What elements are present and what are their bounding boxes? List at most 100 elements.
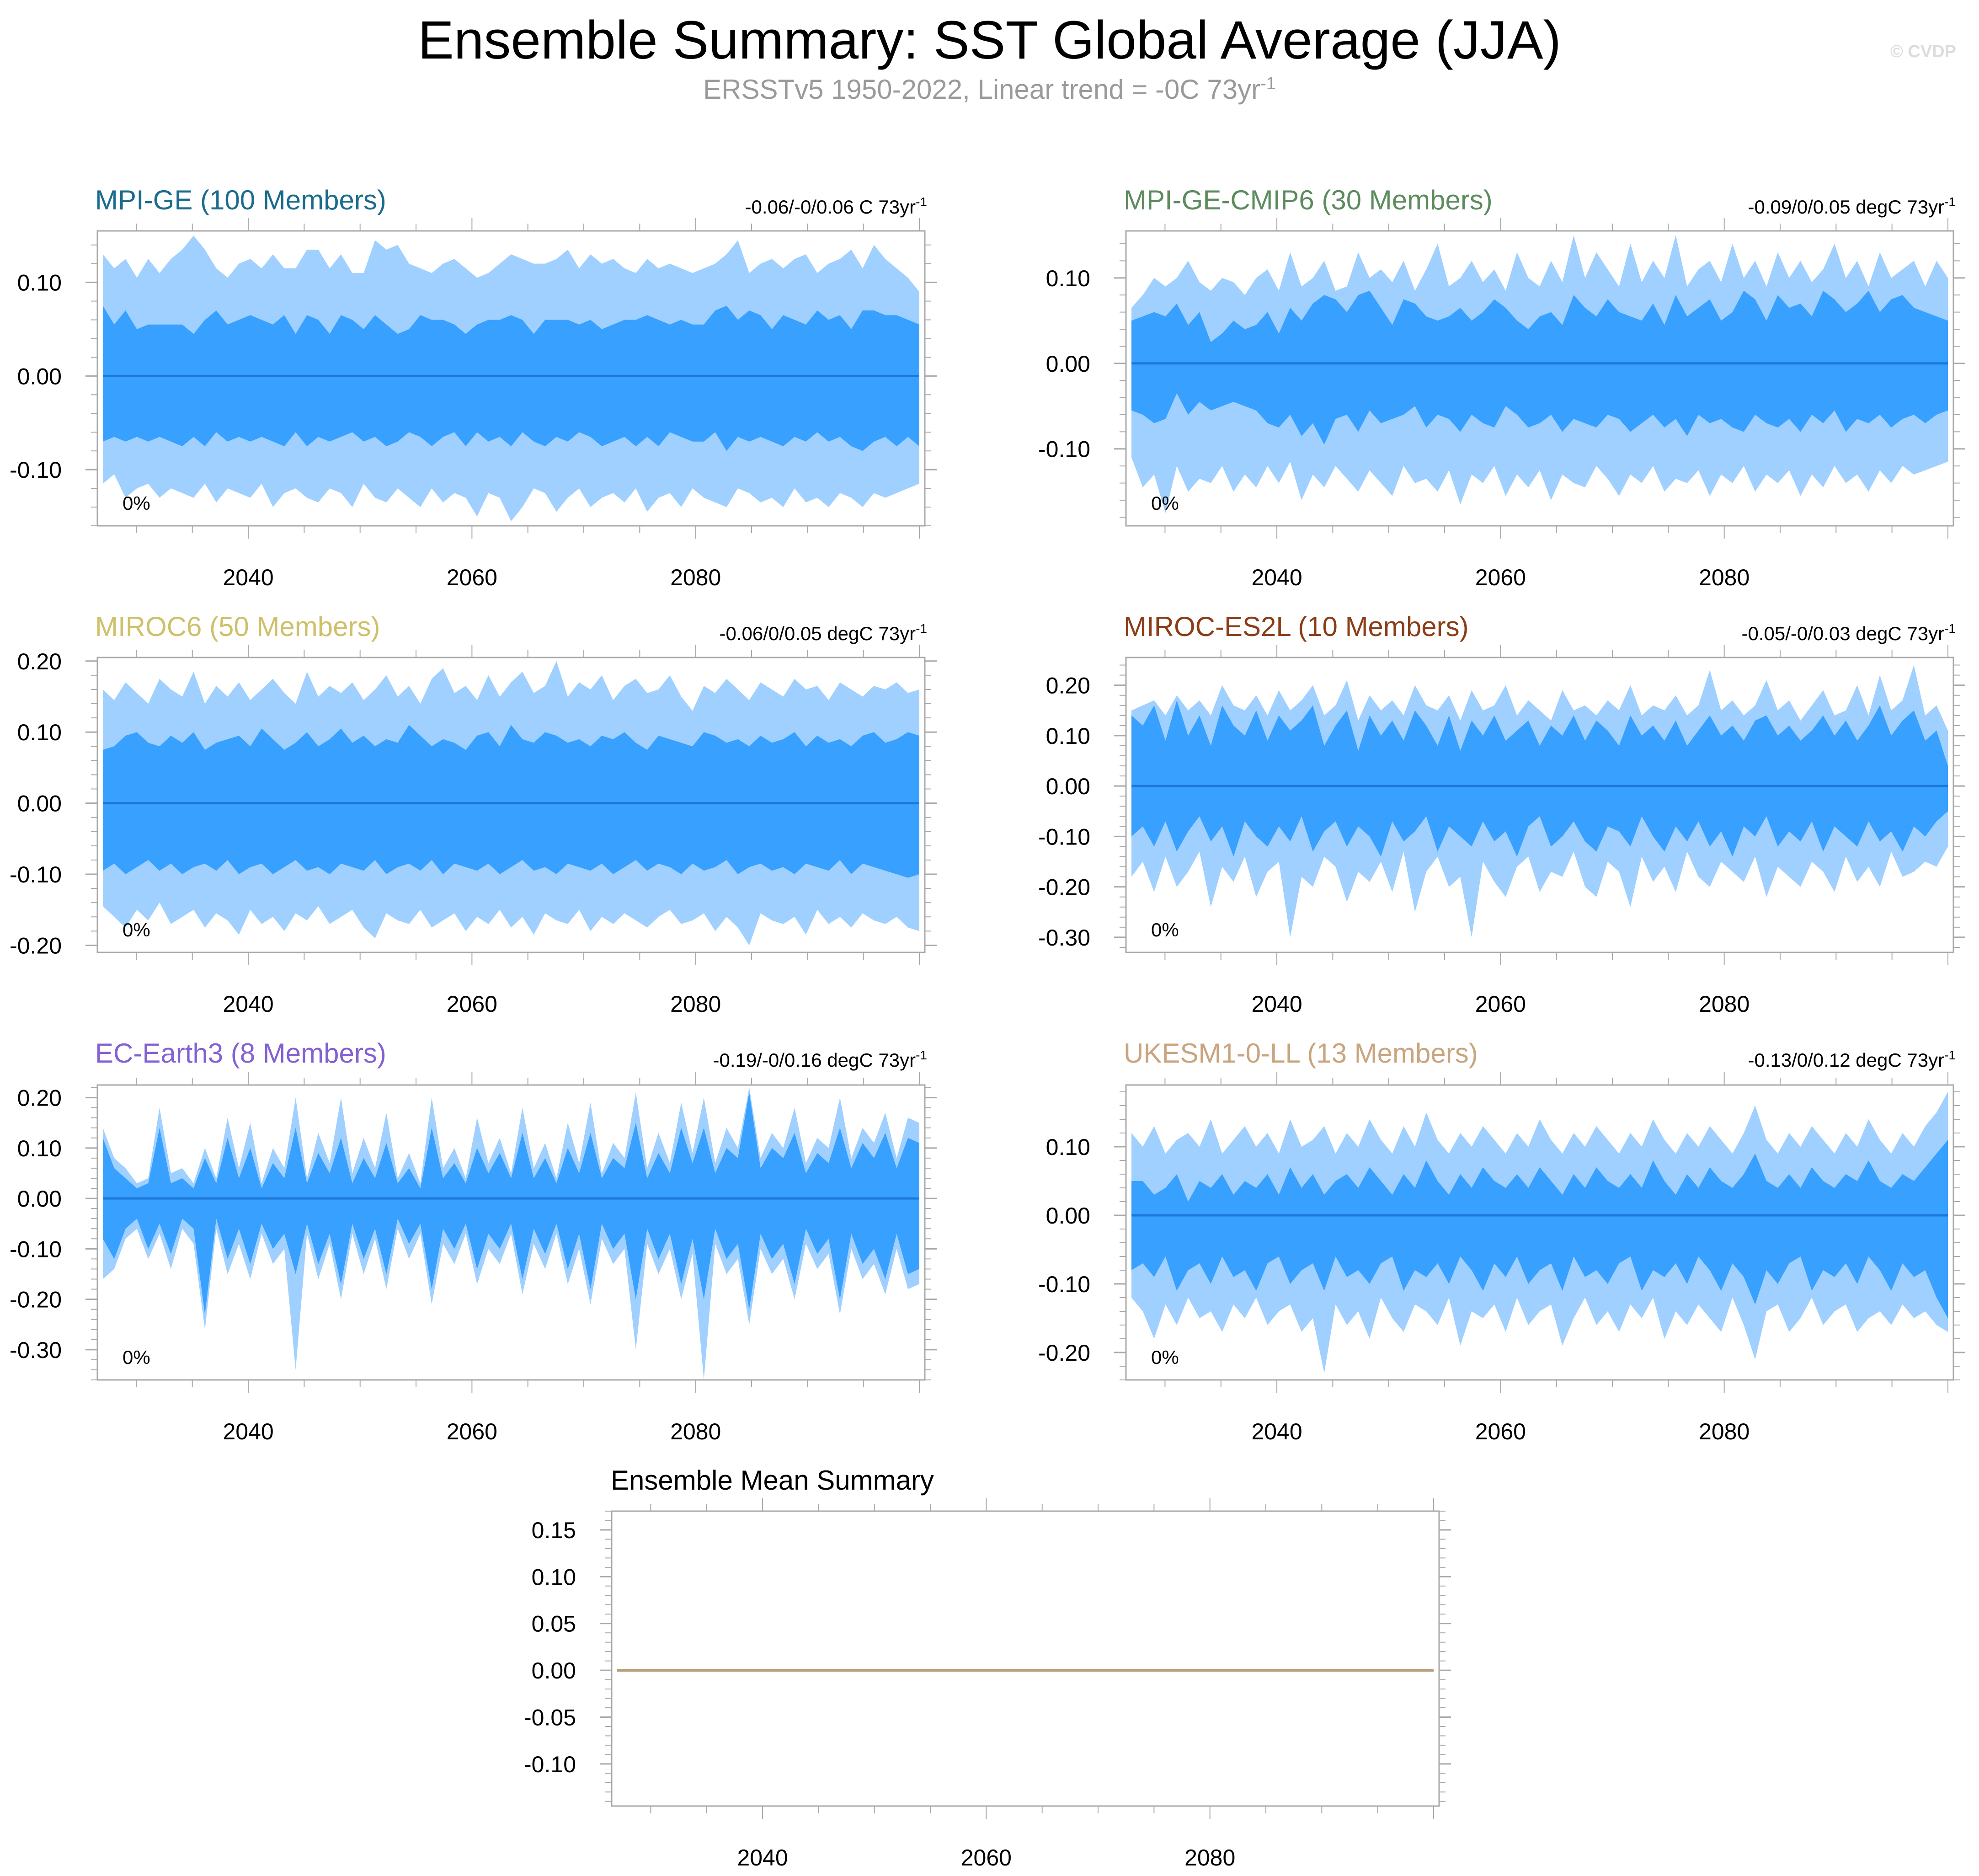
plot-frame (96, 1084, 926, 1381)
y-tick-label: 0.10 (1046, 723, 1090, 749)
page-title: Ensemble Summary: SST Global Average (JJ… (418, 10, 1561, 70)
x-tick-label: 2080 (1699, 565, 1750, 590)
y-tick-label: 0.10 (1046, 1134, 1090, 1160)
x-tick-label: 2080 (670, 1419, 721, 1444)
plot-frame (1125, 657, 1954, 953)
y-tick-label: -0.10 (1038, 824, 1090, 850)
panel-trend-stat: -0.13/0/0.12 degC 73yr-1 (1748, 1048, 1956, 1071)
x-tick-label: 2060 (447, 565, 497, 590)
y-tick-label: 0.15 (532, 1518, 576, 1543)
outer-spread-band (103, 1087, 919, 1380)
y-tick-label: -0.20 (10, 933, 62, 958)
panel-title: EC-Earth3 (8 Members) (95, 1038, 386, 1069)
y-tick-label: 0.10 (1046, 266, 1090, 291)
inner-spread-band (1131, 700, 1948, 857)
x-tick-label: 2040 (223, 565, 273, 590)
panel-title: MPI-GE-CMIP6 (30 Members) (1124, 185, 1493, 215)
x-tick-label: 2040 (1251, 565, 1302, 590)
panel-trend-stat: -0.09/0/0.05 degC 73yr-1 (1748, 195, 1956, 218)
trend-stat-text: -0.06/0/0.05 degC 73yr (719, 623, 916, 644)
y-tick-label: 0.00 (532, 1658, 576, 1684)
plot-frame (1125, 230, 1954, 527)
y-tick-label: -0.10 (10, 862, 62, 887)
panel-5: EC-Earth3 (8 Members) -0.19/-0/0.16 degC … (10, 1038, 937, 1444)
y-tick-label: 0.00 (17, 1186, 62, 1212)
trend-stat-text: -0.09/0/0.05 degC 73yr (1748, 196, 1944, 218)
inner-spread-band (1131, 290, 1948, 445)
x-tick-label: 2040 (223, 1419, 273, 1444)
y-tick-label: 0.20 (17, 1085, 62, 1111)
trend-stat-superscript: -1 (1944, 195, 1956, 209)
subtitle-text: ERSSTv5 1950-2022, Linear trend = -0C 73… (703, 74, 1261, 105)
x-tick-label: 2060 (447, 1419, 497, 1444)
plot-frame (96, 230, 926, 527)
x-tick-label: 2080 (670, 565, 721, 590)
percent-label: 0% (123, 1347, 150, 1368)
panel-trend-stat: -0.06/0/0.05 degC 73yr-1 (719, 621, 927, 644)
y-tick-label: -0.30 (1038, 925, 1090, 951)
y-tick-label: 0.00 (1046, 351, 1090, 377)
subtitle-superscript: -1 (1260, 74, 1276, 93)
y-tick-label: 0.10 (532, 1564, 576, 1590)
panel-3: MIROC6 (50 Members) -0.06/0/0.05 degC 73y… (10, 611, 937, 1017)
percent-label: 0% (1151, 492, 1179, 514)
y-tick-label: 0.00 (1046, 774, 1090, 799)
trend-stat-superscript: -1 (1944, 1048, 1956, 1062)
y-tick-label: -0.20 (1038, 1340, 1090, 1366)
y-tick-label: 0.05 (532, 1611, 576, 1637)
plot-frame (611, 1510, 1440, 1807)
x-tick-label: 2080 (1184, 1845, 1235, 1871)
percent-label: 0% (1151, 919, 1179, 941)
y-tick-label: -0.10 (524, 1752, 576, 1777)
y-tick-label: -0.05 (524, 1705, 576, 1730)
panel-title: MIROC6 (50 Members) (95, 611, 380, 642)
y-tick-label: 0.10 (17, 720, 62, 745)
x-tick-label: 2060 (961, 1845, 1012, 1871)
panel-1: MPI-GE (100 Members) -0.06/-0/0.06 C 73yr… (10, 185, 937, 590)
x-tick-label: 2060 (1475, 991, 1526, 1017)
page-subtitle: ERSSTv5 1950-2022, Linear trend = -0C 73… (0, 73, 1979, 106)
x-tick-label: 2040 (1251, 991, 1302, 1017)
y-tick-label: 0.10 (17, 1136, 62, 1161)
inner-spread-band (103, 725, 919, 878)
x-tick-label: 2040 (1251, 1419, 1302, 1444)
trend-stat-superscript: -1 (916, 621, 927, 636)
inner-spread-band (1131, 1140, 1948, 1318)
x-tick-label: 2080 (670, 991, 721, 1017)
percent-label: 0% (123, 492, 150, 514)
y-tick-label: 0.00 (1046, 1203, 1090, 1229)
trend-stat-superscript: -1 (1944, 621, 1956, 636)
x-tick-label: 2040 (223, 991, 273, 1017)
x-tick-label: 2080 (1699, 1419, 1750, 1444)
trend-stat-text: -0.05/-0/0.03 degC 73yr (1741, 623, 1944, 644)
inner-spread-band (103, 305, 919, 451)
inner-spread-band (103, 1092, 919, 1315)
percent-label: 0% (123, 919, 150, 941)
trend-stat-superscript: -1 (916, 1048, 927, 1062)
y-tick-label: -0.10 (10, 457, 62, 483)
trend-stat-text: -0.19/-0/0.16 degC 73yr (713, 1049, 916, 1071)
panel-trend-stat: -0.05/-0/0.03 degC 73yr-1 (1741, 621, 1956, 644)
panel-title: UKESM1-0-LL (13 Members) (1124, 1038, 1478, 1069)
trend-stat-text: -0.13/0/0.12 degC 73yr (1748, 1049, 1944, 1071)
x-tick-label: 2040 (737, 1845, 788, 1871)
panel-trend-stat: -0.06/-0/0.06 C 73yr-1 (745, 195, 927, 218)
x-tick-label: 2060 (1475, 565, 1526, 590)
y-tick-label: 0.20 (1046, 673, 1090, 699)
y-tick-label: -0.20 (10, 1287, 62, 1313)
y-tick-label: -0.20 (1038, 875, 1090, 900)
y-tick-label: 0.10 (17, 270, 62, 296)
y-tick-label: 0.00 (17, 363, 62, 389)
panel-title: Ensemble Mean Summary (611, 1465, 934, 1496)
panel-title: MPI-GE (100 Members) (95, 185, 386, 215)
panel-title: MIROC-ES2L (10 Members) (1124, 611, 1469, 642)
x-tick-label: 2060 (447, 991, 497, 1017)
panel-7: Ensemble Mean Summary 0.15 0.10 0.05 0.00 -0.… (524, 1465, 1451, 1871)
y-tick-label: -0.10 (10, 1236, 62, 1262)
panel-6: UKESM1-0-LL (13 Members) -0.13/0/0.12 deg… (1038, 1038, 1965, 1444)
y-tick-label: 0.20 (17, 649, 62, 674)
x-tick-label: 2060 (1475, 1419, 1526, 1444)
y-tick-label: -0.30 (10, 1337, 62, 1363)
trend-stat-text: -0.06/-0/0.06 C 73yr (745, 196, 916, 218)
